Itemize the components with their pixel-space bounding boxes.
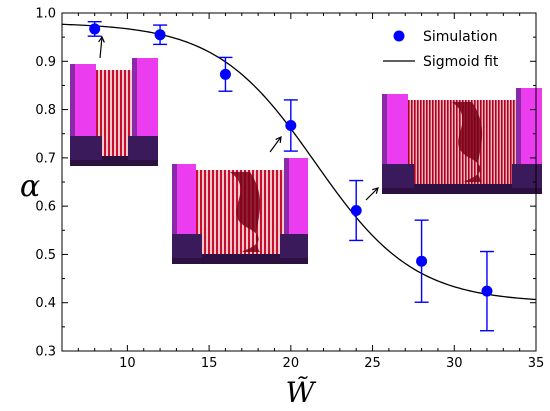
points-layer	[87, 20, 494, 332]
simulation-point	[154, 29, 166, 41]
axes-layer: 0.3 0.4 0.5 0.6 0.7 0.8 0.9 1.0 10 15 20 25 30 35	[35, 7, 544, 372]
fit-layer	[61, 23, 537, 301]
inset-wall-left-shade	[172, 164, 177, 254]
inset-wall-right-base	[512, 164, 542, 188]
x-tick-label: 20	[283, 356, 300, 371]
inset-wall-right-shade	[132, 58, 137, 156]
inset-wide-channel	[365, 88, 542, 201]
x-tick-label: 10	[119, 356, 136, 371]
sigmoid-fit-line	[61, 23, 537, 301]
data-point	[218, 56, 233, 92]
inset-medium-channel	[172, 135, 308, 264]
legend-label-sigmoid: Sigmoid fit	[423, 54, 499, 70]
inset-arrow-head	[372, 187, 379, 194]
inset-disorder	[452, 102, 483, 182]
data-point	[153, 24, 168, 46]
simulation-point	[350, 204, 362, 216]
x-tick-label: 30	[446, 356, 463, 371]
simulation-point	[416, 255, 428, 267]
legend-label-simulation: Simulation	[423, 29, 498, 45]
x-tick-label: 15	[201, 356, 218, 371]
inset-floor	[70, 156, 158, 166]
data-point	[87, 20, 102, 37]
inset-wall-left-shade	[382, 94, 387, 184]
simulation-point	[89, 23, 101, 35]
simulation-point	[481, 285, 493, 297]
y-tick-label: 1.0	[35, 7, 56, 22]
y-tick-label: 0.5	[35, 248, 56, 263]
inset-wall-left-base	[70, 136, 102, 160]
inset-floor	[382, 184, 542, 194]
inset-arrow	[99, 36, 103, 59]
inset-arrow	[365, 187, 379, 201]
y-tick-label: 0.6	[35, 200, 56, 215]
inset-wall-right-shade	[516, 88, 521, 184]
x-tick-label: 25	[364, 356, 381, 371]
y-tick-label: 0.7	[35, 151, 56, 166]
inset-arrow	[269, 136, 282, 153]
inset-arrow-head	[275, 135, 282, 144]
simulation-point	[285, 120, 297, 132]
insets-layer	[70, 35, 542, 264]
y-tick-label: 0.9	[35, 55, 56, 70]
data-point	[349, 179, 364, 242]
x-axis-label: W̃	[286, 376, 317, 409]
y-tick-label: 0.8	[35, 103, 56, 118]
inset-wall-right-base	[128, 136, 158, 160]
y-axis-label: α	[20, 169, 40, 204]
simulation-point	[219, 68, 231, 80]
data-point	[283, 99, 298, 152]
legend-marker-simulation	[393, 30, 405, 42]
inset-wall-left-base	[172, 234, 202, 258]
legend: Simulation Sigmoid fit	[383, 29, 499, 70]
inset-disorder	[230, 172, 261, 252]
inset-wall-right-base	[280, 234, 308, 258]
data-point	[414, 219, 429, 303]
inset-arrow-head	[98, 35, 105, 43]
y-tick-label: 0.4	[35, 296, 56, 311]
inset-wall-left-base	[382, 164, 414, 188]
inset-narrow-channel	[70, 35, 158, 166]
data-point	[479, 250, 494, 332]
y-tick-label: 0.3	[35, 345, 56, 360]
x-tick-label: 35	[528, 356, 545, 371]
inset-wall-right-shade	[284, 158, 289, 254]
inset-wall-left-shade	[70, 64, 75, 156]
inset-floor	[172, 254, 308, 264]
